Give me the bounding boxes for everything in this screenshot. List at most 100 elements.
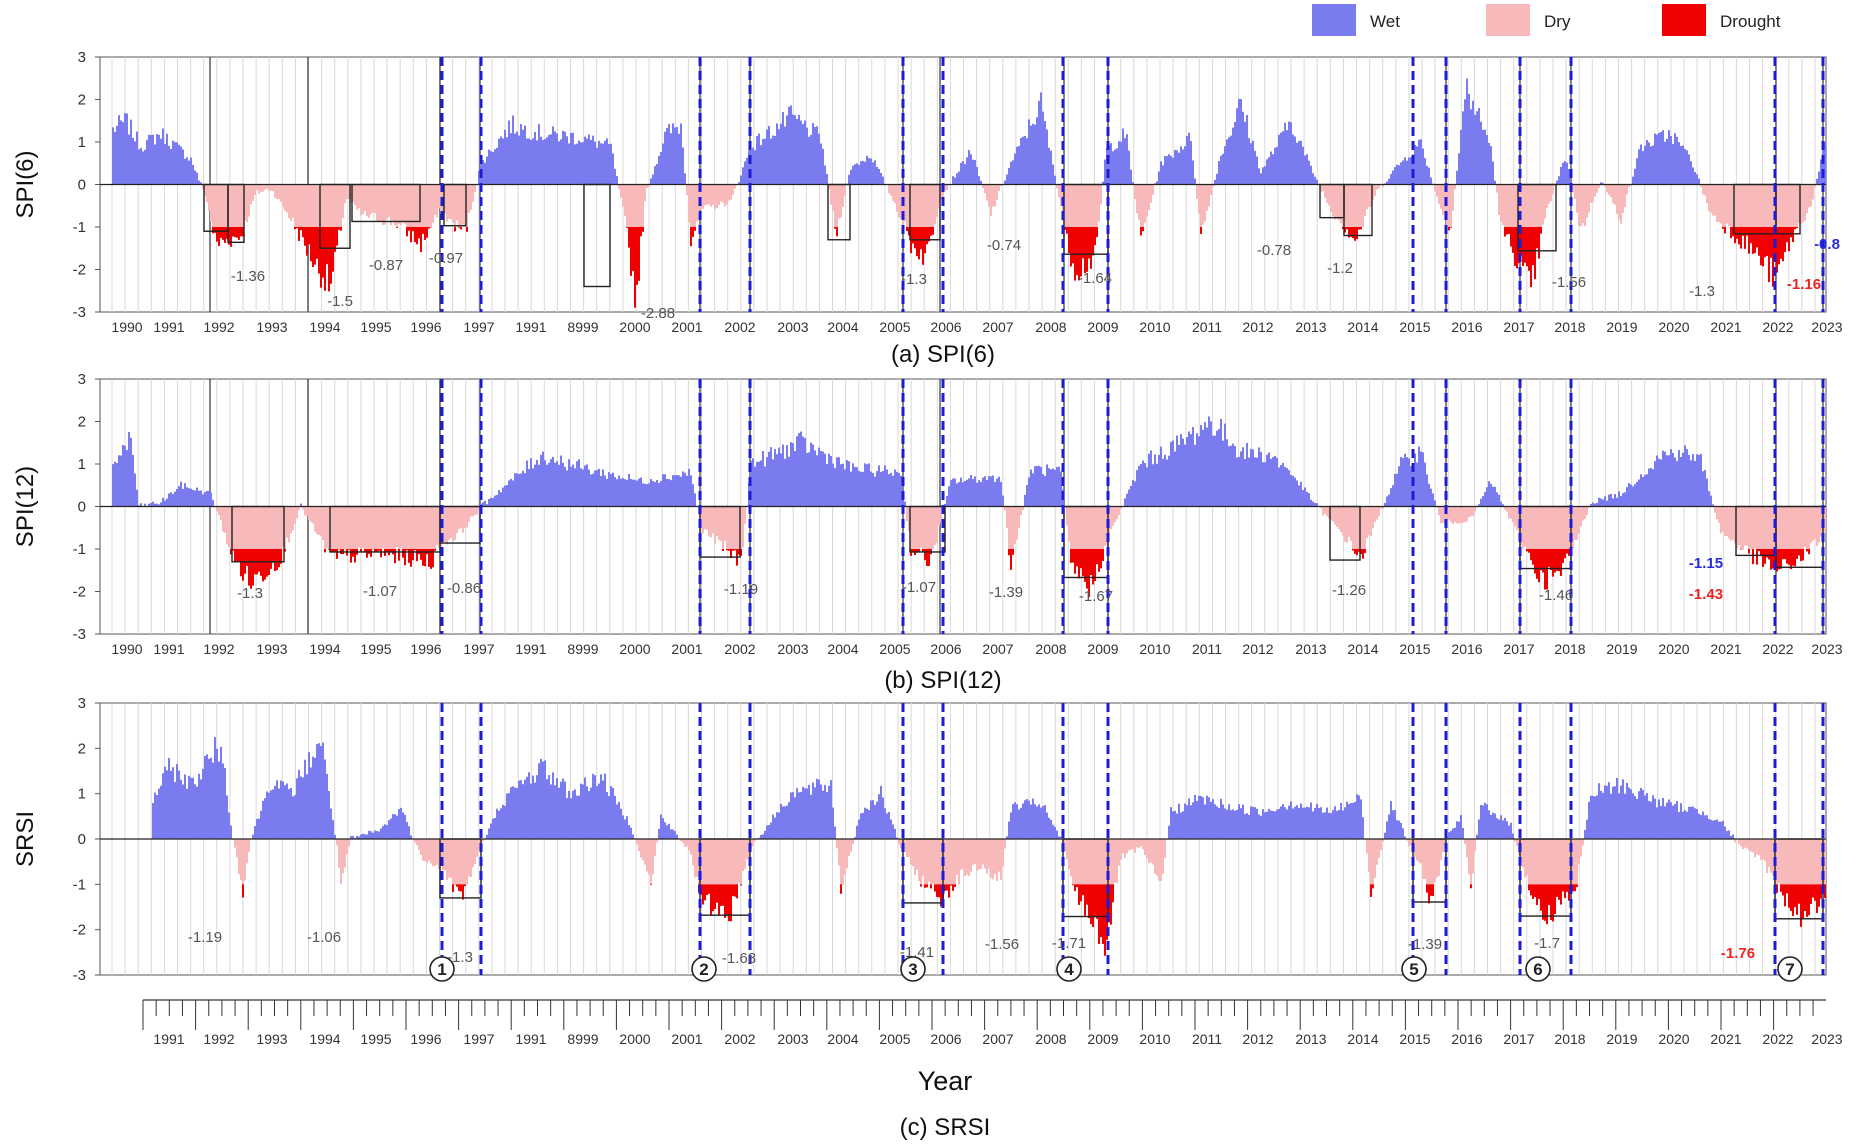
bar-dry <box>1598 184 1600 188</box>
bar-drought <box>840 884 842 894</box>
bar-drought <box>272 549 274 563</box>
x-tick-label: 2002 <box>724 641 755 657</box>
x-tick-label: 2005 <box>879 319 910 335</box>
x-tick-label: 2015 <box>1399 319 1430 335</box>
bar-wet <box>1182 438 1184 507</box>
bar-wet <box>958 482 960 507</box>
bar-wet <box>1632 486 1634 507</box>
bar-drought <box>318 227 320 274</box>
bar-wet <box>888 812 890 839</box>
bar-dry <box>1588 506 1590 508</box>
bar-wet <box>178 144 180 185</box>
bar-dry <box>918 184 920 227</box>
x-tick-label: 2005 <box>879 1031 910 1047</box>
bar-dry <box>890 184 892 196</box>
bar-wet <box>1026 485 1028 507</box>
bar-wet <box>1292 475 1294 507</box>
bar-wet <box>1112 151 1114 185</box>
bar-wet <box>836 457 838 507</box>
bar-dry <box>1540 184 1542 227</box>
bar-dry <box>1350 506 1352 541</box>
bar-wet <box>592 135 594 185</box>
bar-wet <box>1390 174 1392 185</box>
bar-dry <box>222 184 224 227</box>
bar-dry <box>924 839 926 885</box>
bar-dry <box>626 184 628 227</box>
annotation-label: -1.3 <box>447 949 473 966</box>
bar-dry <box>1760 839 1762 860</box>
bar-wet <box>152 803 154 839</box>
bar-wet <box>1268 452 1270 507</box>
bar-wet <box>1568 169 1570 185</box>
bar-wet <box>1222 440 1224 507</box>
bar-wet <box>1674 457 1676 507</box>
bar-wet <box>296 778 298 839</box>
bar-drought <box>390 549 392 553</box>
bar-dry <box>1142 839 1144 850</box>
bar-dry <box>1444 839 1446 847</box>
bar-wet <box>1232 443 1234 507</box>
bar-wet <box>1142 460 1144 507</box>
bar-dry <box>466 506 468 528</box>
bar-dry <box>328 184 330 227</box>
bar-dry <box>410 184 412 227</box>
bar-drought <box>1780 884 1782 892</box>
bar-wet <box>888 474 890 507</box>
x-tick-label: 2000 <box>619 319 650 335</box>
bar-dry <box>464 839 466 885</box>
bar-dry <box>402 506 404 549</box>
bar-dry <box>1780 184 1782 227</box>
bar-wet <box>1296 142 1298 185</box>
bar-wet <box>1010 161 1012 185</box>
bar-dry <box>638 839 640 852</box>
bar-wet <box>634 479 636 507</box>
bar-wet <box>800 791 802 839</box>
bar-dry <box>204 184 206 197</box>
bar-wet <box>1500 815 1502 839</box>
bar-dry <box>836 184 838 227</box>
bar-wet <box>1124 498 1126 507</box>
bar-wet <box>1686 449 1688 507</box>
bar-wet <box>550 784 552 839</box>
bar-wet <box>160 138 162 185</box>
bar-wet <box>1230 135 1232 185</box>
bar-wet <box>1710 819 1712 839</box>
bar-wet <box>980 180 982 185</box>
bar-dry <box>694 839 696 878</box>
bar-dry <box>1066 839 1068 860</box>
bar-dry <box>396 184 398 227</box>
bar-dry <box>940 184 942 201</box>
bar-dry <box>454 184 456 227</box>
bar-wet <box>622 477 624 507</box>
legend-swatch-wet <box>1312 4 1356 36</box>
bar-wet <box>1624 492 1626 507</box>
bar-wet <box>1302 146 1304 185</box>
x-tick-label: 1994 <box>309 319 340 335</box>
bar-wet <box>790 442 792 507</box>
bar-wet <box>890 819 892 839</box>
bar-drought <box>1756 549 1758 565</box>
bar-drought <box>1094 884 1096 918</box>
bar-drought <box>408 227 410 231</box>
bar-drought <box>1090 227 1092 269</box>
bar-wet <box>794 115 796 185</box>
bar-wet <box>1724 826 1726 839</box>
bar-wet <box>1250 143 1252 185</box>
bar-drought <box>1526 549 1528 552</box>
bar-wet <box>1256 457 1258 507</box>
bar-dry <box>1342 506 1344 536</box>
bar-wet <box>1654 461 1656 507</box>
bar-dry <box>630 184 632 227</box>
bar-drought <box>1352 227 1354 239</box>
bar-wet <box>1270 151 1272 185</box>
bar-drought <box>230 227 232 247</box>
bar-wet <box>526 776 528 839</box>
bar-drought <box>930 884 932 889</box>
legend-label-dry: Dry <box>1544 12 1571 31</box>
bar-wet <box>1238 98 1240 185</box>
bar-wet <box>1708 491 1710 507</box>
bar-dry <box>1524 506 1526 547</box>
bar-drought <box>258 549 260 572</box>
bar-dry <box>1566 839 1568 885</box>
x-tick-label: 1993 <box>256 1031 287 1047</box>
